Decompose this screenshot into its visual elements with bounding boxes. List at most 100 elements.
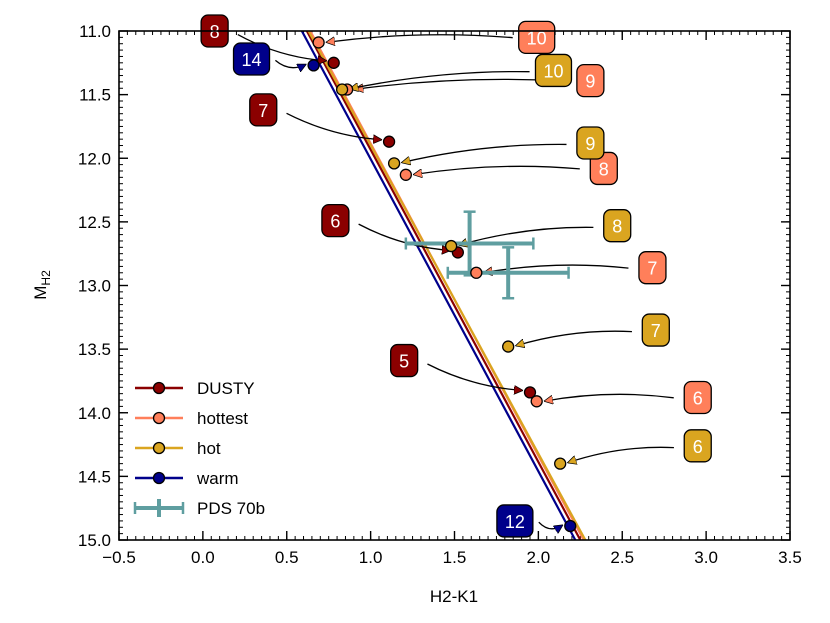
plot-frame <box>118 30 791 541</box>
pointer-arrow-warm <box>538 521 562 529</box>
x-axis-title: H2-K1 <box>430 587 478 606</box>
label-badge-text: 5 <box>399 352 409 372</box>
data-point-hot <box>502 340 515 353</box>
x-tick-label: 1.5 <box>443 548 467 567</box>
x-tick-label: 3.0 <box>694 548 718 567</box>
x-tick-label: 0.5 <box>275 548 299 567</box>
label-badge-box <box>496 504 534 538</box>
data-point-warm <box>564 519 577 533</box>
pointer-arrow-hot <box>568 446 674 462</box>
label-badge-text: 8 <box>612 217 622 237</box>
data-point-hottest <box>312 36 325 49</box>
legend-label: warm <box>196 469 239 488</box>
data-point-hot <box>387 157 401 170</box>
y-tick-label: 13.5 <box>78 340 111 359</box>
label-badge-warm: 12 <box>496 504 534 538</box>
pointer-arrow-hot <box>459 226 594 245</box>
series-line-dusty <box>305 30 582 541</box>
pointer-arrow-dusty <box>358 223 450 250</box>
x-tick-label: 2.0 <box>527 548 551 567</box>
label-badge-text: 6 <box>693 437 703 457</box>
y-tick-label: 14.5 <box>78 467 111 486</box>
data-point-hot <box>554 457 567 470</box>
label-badge-hottest: 7 <box>638 251 667 285</box>
y-tick-label: 14.0 <box>78 404 111 423</box>
label-badge-text: 12 <box>505 512 525 532</box>
pointer-arrow-dusty <box>427 363 522 390</box>
errorbar-2 <box>446 246 570 300</box>
x-tick-label: 0.0 <box>191 548 215 567</box>
series-line-warm <box>300 30 577 541</box>
data-point-hottest <box>399 168 413 181</box>
data-points <box>307 36 577 533</box>
series-line-hot <box>307 30 587 541</box>
label-badge-hot: 8 <box>603 209 632 243</box>
x-tick-label: 3.5 <box>778 548 802 567</box>
legend-label: hottest <box>197 409 248 428</box>
label-badge-hottest: 10 <box>518 20 556 55</box>
label-badge-text: 9 <box>585 72 595 92</box>
label-badge-box <box>390 343 419 378</box>
label-badge-hottest: 8 <box>589 151 618 186</box>
label-badge-text: 6 <box>693 388 703 408</box>
label-badge-box <box>641 313 670 347</box>
pointer-arrow-hot <box>402 143 567 162</box>
legend: DUSTY hottest hot warm PDS 70b <box>133 379 265 518</box>
legend-marker <box>152 441 166 455</box>
label-badge-text: 7 <box>647 259 657 279</box>
legend-item-hot: hot <box>135 439 221 458</box>
label-badge-box <box>638 251 667 285</box>
legend-item-dusty: DUSTY <box>135 379 255 398</box>
legend-label: DUSTY <box>197 379 255 398</box>
label-badge-box <box>576 63 605 98</box>
pointer-arrow-hot <box>350 70 530 89</box>
y-axis-title: MH2 <box>31 270 53 300</box>
pointer-arrow-hottest <box>484 264 629 272</box>
errorbar-1 <box>404 210 535 277</box>
label-badge-dusty: 6 <box>321 203 350 238</box>
label-badge-box <box>321 203 350 238</box>
label-badge-hottest: 9 <box>576 63 605 98</box>
data-point-hot <box>444 239 458 253</box>
label-badge-text: 8 <box>599 159 609 179</box>
legend-item-warm: warm <box>135 469 239 488</box>
y-tick-label: 13.0 <box>78 277 111 296</box>
label-badge-text: 10 <box>527 28 547 48</box>
label-badge-dusty: 7 <box>249 93 278 127</box>
y-axis-title-main: M <box>31 286 50 300</box>
errorbars <box>404 210 570 300</box>
x-tick-labels: −0.5 0.0 0.5 1.0 1.5 2.0 2.5 3.0 3.5 <box>102 548 802 567</box>
y-tick-label: 12.5 <box>78 213 111 232</box>
pointer-arrow-hottest <box>545 393 674 401</box>
pointer-arrow-hot <box>516 330 632 346</box>
label-badge-text: 8 <box>210 22 220 42</box>
pointer-arrow-hottest <box>414 165 580 174</box>
data-point-dusty <box>327 56 340 69</box>
label-badge-box <box>518 20 556 55</box>
label-badge-box <box>232 42 271 76</box>
legend-label: hot <box>197 439 221 458</box>
legend-marker <box>152 471 166 485</box>
label-badge-text: 7 <box>651 321 661 341</box>
pointer-arrow-dusty <box>286 112 382 139</box>
data-point-dusty <box>523 386 537 399</box>
label-badge-dusty: 5 <box>390 343 419 378</box>
legend-label: PDS 70b <box>197 499 265 518</box>
legend-marker <box>152 411 166 425</box>
y-tick-label: 15.0 <box>78 531 111 550</box>
label-badge-hot: 7 <box>641 313 670 347</box>
label-badge-box <box>603 209 632 243</box>
data-point-hot <box>335 83 349 96</box>
data-point-hottest <box>470 266 483 279</box>
data-point-hottest <box>530 395 543 408</box>
legend-item-hottest: hottest <box>135 409 248 428</box>
legend-marker <box>152 381 166 395</box>
label-badge-box <box>249 93 278 127</box>
y-tick-label: 12.0 <box>78 149 111 168</box>
x-tick-label: 2.5 <box>610 548 634 567</box>
data-point-dusty <box>382 135 396 148</box>
label-badge-box <box>683 380 712 415</box>
pointer-arrow-hottest <box>327 34 513 43</box>
